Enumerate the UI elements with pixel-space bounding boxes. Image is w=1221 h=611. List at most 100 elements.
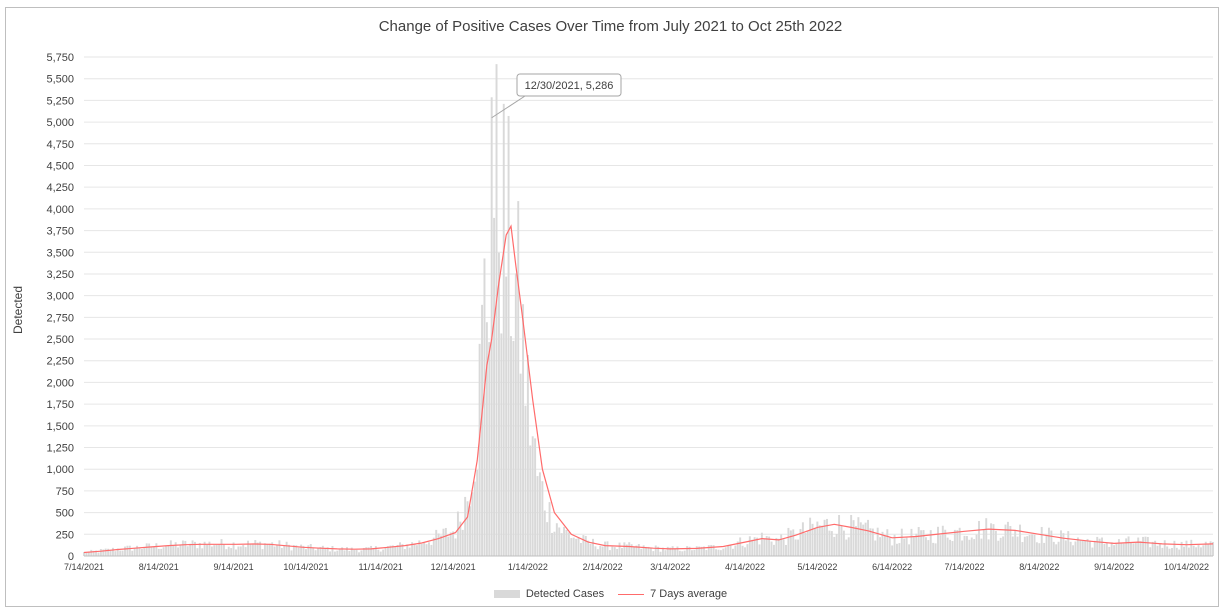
bar <box>826 518 828 556</box>
bar <box>172 545 175 556</box>
bar <box>353 550 356 556</box>
y-tick-label: 0 <box>68 551 74 563</box>
bar <box>558 527 561 556</box>
y-tick-label: 2,250 <box>46 356 74 368</box>
bar <box>722 548 725 556</box>
bar <box>642 545 645 556</box>
bar <box>1187 547 1190 556</box>
bar <box>1064 540 1067 556</box>
bar <box>157 548 160 556</box>
legend-item-line: 7 Days average <box>618 588 727 600</box>
bar <box>876 527 879 556</box>
bar <box>413 544 416 556</box>
bar <box>717 549 720 556</box>
bar <box>391 545 394 556</box>
bar <box>731 548 734 556</box>
bar <box>428 542 430 556</box>
bar <box>862 524 865 556</box>
bar <box>500 333 503 556</box>
bar <box>314 550 317 556</box>
bar <box>611 546 614 556</box>
bar <box>785 544 787 556</box>
bar <box>307 545 310 556</box>
bar <box>119 550 122 556</box>
bar <box>365 547 368 556</box>
bar <box>425 544 428 556</box>
bar <box>517 201 520 556</box>
bar <box>222 544 225 556</box>
bar <box>1108 546 1111 556</box>
bar <box>1052 541 1055 556</box>
legend: Detected Cases 7 Days average <box>0 588 1221 600</box>
bar <box>1115 543 1118 556</box>
bar <box>230 548 233 556</box>
bar <box>102 549 105 556</box>
y-tick-label: 2,000 <box>46 377 74 389</box>
x-tick-label: 6/14/2022 <box>872 562 912 572</box>
bar <box>256 542 259 556</box>
bar <box>620 548 623 556</box>
bar <box>505 276 508 556</box>
bar <box>295 545 298 556</box>
bar <box>1195 547 1198 556</box>
bar <box>1093 540 1096 556</box>
bar <box>999 537 1002 556</box>
bar <box>133 547 136 556</box>
bar <box>604 541 607 556</box>
bar <box>92 550 95 556</box>
bar <box>637 543 640 556</box>
x-tick-label: 8/14/2022 <box>1019 562 1059 572</box>
bar <box>345 547 348 556</box>
bar <box>927 540 930 556</box>
bar <box>389 545 392 556</box>
bar <box>548 502 551 556</box>
bar <box>688 546 691 556</box>
bar <box>949 539 952 556</box>
bar <box>131 550 134 556</box>
bar <box>1043 542 1046 556</box>
bar <box>1076 537 1079 556</box>
bar <box>924 537 927 556</box>
x-tick-label: 1/14/2022 <box>508 562 548 572</box>
bar <box>107 548 110 556</box>
bar <box>645 546 648 556</box>
bar <box>302 545 305 556</box>
bar <box>601 546 604 556</box>
bar <box>1096 536 1099 556</box>
bar <box>285 541 288 556</box>
x-tick-label: 9/14/2021 <box>214 562 254 572</box>
bar <box>1168 548 1171 556</box>
bar <box>671 546 674 556</box>
bar <box>534 438 537 556</box>
x-tick-label: 5/14/2022 <box>797 562 837 572</box>
bar <box>1101 537 1103 556</box>
y-tick-label: 2,500 <box>46 334 74 346</box>
bar <box>1021 542 1024 556</box>
bar <box>753 537 756 556</box>
bar <box>579 543 582 556</box>
bar <box>613 547 616 556</box>
bar <box>797 539 800 556</box>
bar <box>801 522 804 556</box>
bar <box>560 533 563 556</box>
bar <box>104 548 107 556</box>
bar <box>618 542 621 556</box>
bar <box>333 551 336 556</box>
bar <box>343 550 346 556</box>
y-tick-label: 750 <box>56 486 74 498</box>
bar <box>271 542 274 556</box>
bar <box>321 545 324 556</box>
bar <box>883 535 886 556</box>
y-tick-label: 1,250 <box>46 443 74 455</box>
chart-frame <box>5 7 1219 607</box>
bar <box>693 549 696 556</box>
bar <box>432 537 435 556</box>
bar <box>915 533 918 556</box>
bar <box>244 547 247 556</box>
bar <box>160 548 163 556</box>
bar <box>403 549 406 556</box>
bar <box>196 548 199 556</box>
bar <box>1069 541 1072 556</box>
bar <box>886 529 889 556</box>
